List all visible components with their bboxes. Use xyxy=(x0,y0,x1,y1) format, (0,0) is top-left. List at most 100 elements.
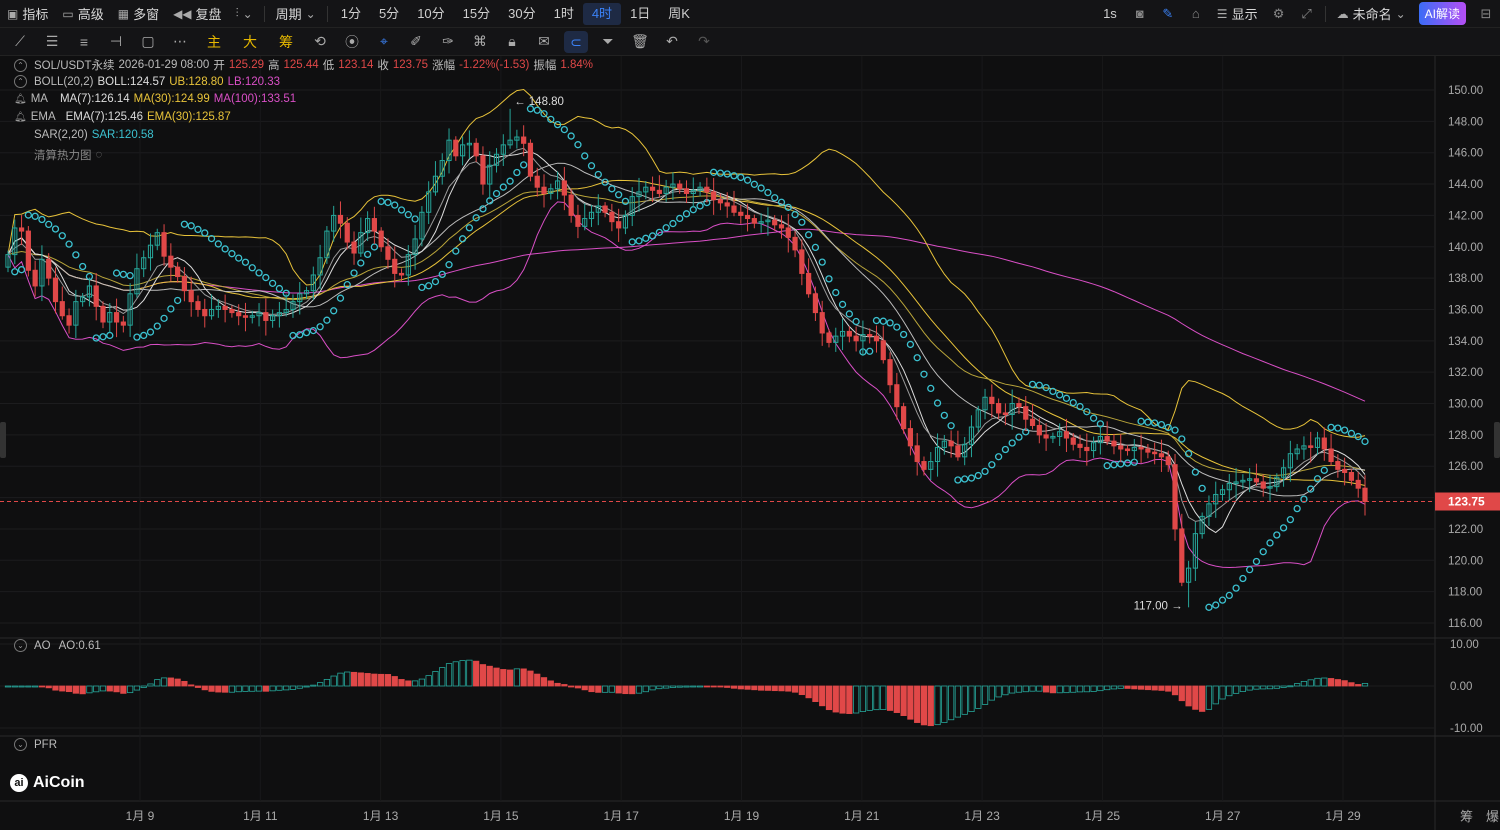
low-annotation: 117.00 → xyxy=(1134,600,1183,612)
lock-icon[interactable]: 🔒︎ xyxy=(508,33,516,49)
main-force-button[interactable]: 主 xyxy=(207,33,221,50)
settings-icon[interactable]: ⚙ xyxy=(1272,5,1285,21)
timeframe-15m[interactable]: 15分 xyxy=(462,5,491,21)
channel-tool-icon[interactable]: ≡ xyxy=(79,33,89,50)
timeframe-30m[interactable]: 30分 xyxy=(508,5,536,21)
more-tools-icon[interactable]: ⋯ xyxy=(173,33,187,49)
pfr-legend[interactable]: ⌄ PFR xyxy=(14,738,57,751)
filter-icon[interactable]: ⏷ xyxy=(602,33,614,49)
layout-dropdown[interactable]: ☁ 未命名 ⌄ xyxy=(1330,0,1413,28)
rect-tool-icon[interactable]: ▢ xyxy=(141,33,155,49)
collapse-icon[interactable]: ⌃ xyxy=(14,58,27,72)
eye-off-icon[interactable]: ◌ xyxy=(95,149,103,161)
boll-legend[interactable]: ⌃ BOLL(20,2) BOLL:124.57 UB:128.80 LB:12… xyxy=(14,75,280,88)
time-tick-label: 1月 9 xyxy=(126,809,155,823)
undo-icon[interactable]: ↶ xyxy=(666,33,678,49)
line-tool-icon[interactable]: ⟋ xyxy=(15,33,25,49)
sar-dot xyxy=(330,307,338,315)
alert-icon[interactable]: ⌂ xyxy=(1191,6,1200,21)
ao-bar xyxy=(418,678,425,687)
select-icon[interactable]: ⌖ xyxy=(380,33,388,49)
measure-icon[interactable]: ⦿ xyxy=(345,33,359,50)
ai-interpret-button[interactable]: AI解读 xyxy=(1418,2,1466,25)
magnet-icon[interactable]: ⊂ xyxy=(564,30,588,53)
ao-bar xyxy=(1124,685,1131,689)
collapse-icon[interactable]: ⌄ xyxy=(14,738,27,751)
sar-dot xyxy=(363,250,372,259)
replay-button[interactable]: ◀◀ 复盘 xyxy=(166,0,228,28)
sar-dot xyxy=(1252,557,1261,566)
amplitude-label: 振幅 xyxy=(533,60,557,72)
period-dropdown[interactable]: 周期 ⌄ xyxy=(269,0,323,28)
candle-down xyxy=(731,205,737,213)
timeframe-1m[interactable]: 1分 xyxy=(340,5,361,21)
pattern-icon[interactable]: ⌘ xyxy=(473,33,487,49)
right-panel-toggle[interactable] xyxy=(1494,422,1500,458)
timeframe-1h[interactable]: 1时 xyxy=(553,5,574,21)
candle-down xyxy=(480,155,486,185)
candle-down xyxy=(846,330,852,337)
ao-tick-label: -10.00 xyxy=(1450,723,1483,735)
open-label: 开 xyxy=(213,60,225,72)
fullscreen-icon[interactable]: ⤢ xyxy=(1301,5,1312,21)
timeframe-4h[interactable]: 4时 xyxy=(582,2,622,25)
ao-bar xyxy=(323,679,331,687)
pin-icon[interactable]: ⊟ xyxy=(1480,5,1492,21)
edit-icon[interactable]: ✎ xyxy=(1162,5,1174,21)
brush-icon[interactable]: ✑ xyxy=(442,33,454,49)
indicator-button[interactable]: ▣ 指标 xyxy=(0,0,55,28)
chart-type-dropdown[interactable]: ⫶ ⌄ xyxy=(229,0,260,28)
ema-legend[interactable]: 🔔︎ EMA EMA(7):125.46 EMA(30):125.87 xyxy=(14,111,231,123)
close-value: 123.75 xyxy=(392,59,429,71)
timeframe-10m[interactable]: 10分 xyxy=(417,5,445,21)
timeframe-5m[interactable]: 5分 xyxy=(378,5,400,21)
sar-dot xyxy=(771,194,779,202)
candle-down xyxy=(236,312,242,317)
sar-dot xyxy=(235,254,243,262)
timeframe-1w[interactable]: 周K xyxy=(668,5,690,21)
big-order-button[interactable]: 大 xyxy=(243,33,257,50)
sar-legend[interactable]: SAR(2,20) SAR:120.58 xyxy=(14,129,154,141)
redo-icon[interactable]: ↷ xyxy=(698,33,710,49)
camera-icon[interactable]: ◙ xyxy=(1135,6,1144,21)
display-button[interactable]: ☰ 显示 xyxy=(1210,0,1265,28)
candle-up xyxy=(507,139,513,146)
pro-button[interactable]: ▭ 高级 xyxy=(55,0,110,28)
collapse-icon[interactable]: ⌄ xyxy=(14,639,27,652)
candle-down xyxy=(1070,437,1076,445)
sar-dot xyxy=(906,340,915,349)
ao-bar xyxy=(954,685,962,718)
candle-down xyxy=(453,139,459,157)
ao-bar xyxy=(398,679,405,687)
candle-down xyxy=(93,285,99,307)
chip-button[interactable]: 筹 xyxy=(279,33,293,50)
bell-icon[interactable]: 🔔︎ xyxy=(14,111,27,123)
magic-icon[interactable]: ⟲ xyxy=(314,33,326,49)
candle-down xyxy=(534,175,540,188)
candle-down xyxy=(100,305,106,323)
ao-legend[interactable]: ⌄ AO AO:0.61 xyxy=(14,639,101,652)
trash-icon[interactable]: 🗑︎ xyxy=(631,33,649,49)
hline-tool-icon[interactable]: ☰ xyxy=(45,33,59,49)
multi-window-button[interactable]: ▦ 多窗 xyxy=(111,0,166,28)
sar-dot xyxy=(893,323,901,331)
bell-icon[interactable]: 🔔︎ xyxy=(14,93,27,105)
ao-bar xyxy=(1300,681,1308,687)
chart-canvas[interactable]: 150.00 148.00 146.00 144.00 142.00 140.00 138.… xyxy=(0,56,1500,830)
price-tick-label: 126.00 xyxy=(1448,461,1483,473)
notes-icon[interactable]: ✉ xyxy=(538,33,550,49)
left-panel-toggle[interactable] xyxy=(0,422,6,458)
ao-bar xyxy=(4,685,12,688)
ao-bar xyxy=(1307,679,1314,687)
timeframe-1d[interactable]: 1日 xyxy=(630,5,651,21)
heatmap-legend[interactable]: 清算热力图 ◌ xyxy=(14,147,102,163)
sar-dot xyxy=(11,268,19,276)
ma-legend[interactable]: 🔔︎ MA MA(7):126.14 MA(30):124.99 MA(100)… xyxy=(14,93,296,105)
collapse-icon[interactable]: ⌃ xyxy=(14,75,27,88)
ray-tool-icon[interactable]: ⊣ xyxy=(109,33,123,49)
sar-dot xyxy=(146,328,155,336)
ao-bar xyxy=(764,685,772,691)
pencil-icon[interactable]: ✐ xyxy=(410,33,422,49)
refresh-rate[interactable]: 1s xyxy=(1103,5,1117,21)
ao-bar xyxy=(771,685,778,692)
